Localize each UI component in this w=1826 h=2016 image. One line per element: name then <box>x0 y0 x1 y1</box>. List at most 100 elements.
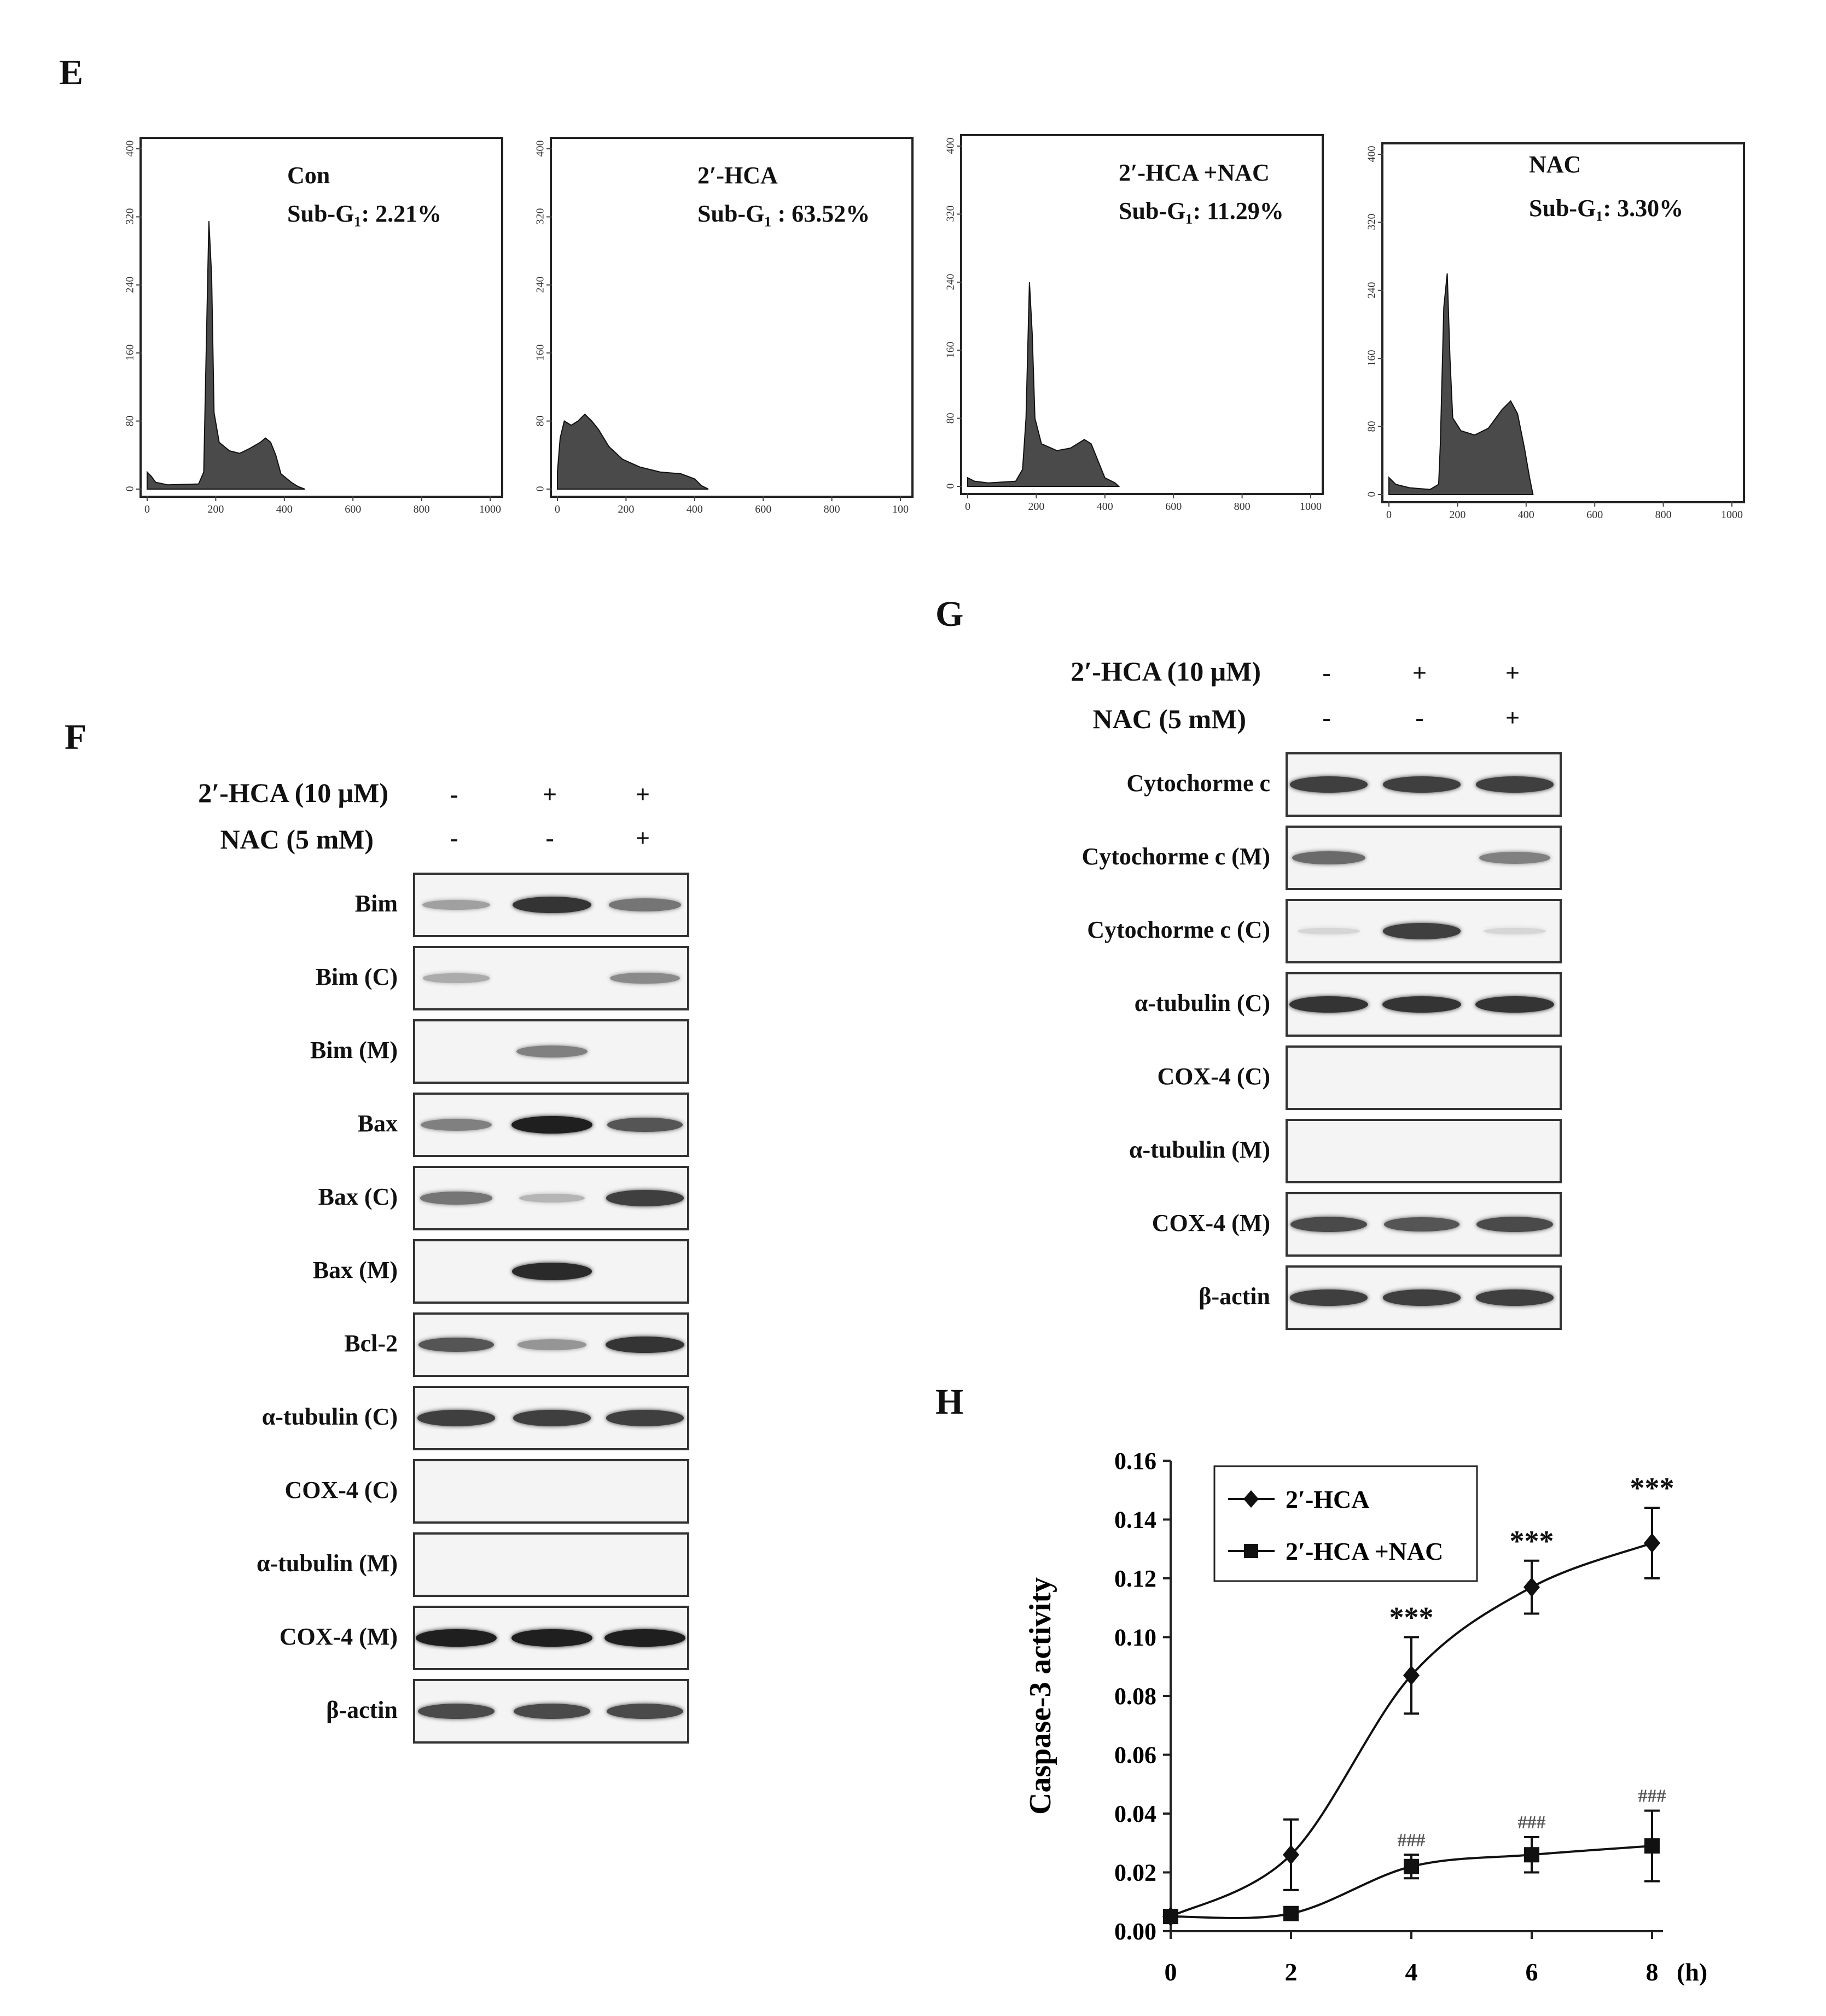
blot-band <box>1290 776 1368 793</box>
significance-annotation: *** <box>1630 1472 1674 1504</box>
histogram-condition-label: 2′-HCA <box>697 162 778 189</box>
blot-row-label: Cytochorme c <box>1126 770 1270 797</box>
histogram-x-tick: 0 <box>965 501 970 513</box>
histogram-x-tick: 800 <box>413 503 430 515</box>
histogram-y-tick: 160 <box>534 344 546 361</box>
histogram-y-tick: 80 <box>944 413 957 424</box>
panel-label-h: H <box>935 1382 964 1422</box>
blot-band <box>418 1704 495 1719</box>
blot-band <box>516 1045 588 1058</box>
histogram-x-tick: 1000 <box>479 503 501 515</box>
blot-strip <box>413 1459 689 1524</box>
blot-strip <box>1286 1265 1562 1330</box>
blot-row-label: β-actin <box>1199 1283 1270 1310</box>
blot-band <box>422 899 490 910</box>
histogram-y-tick: 320 <box>1365 213 1378 230</box>
histogram-4: 0 80 160 240 320 400 0 200 400 600 800 1000 NAC Sub-G… <box>1365 118 1775 533</box>
histogram-condition-label: Con <box>287 162 330 189</box>
histogram-y-tick: 0 <box>944 483 957 489</box>
blot-row-label: COX-4 (C) <box>284 1477 398 1503</box>
histogram-plot <box>957 146 1311 498</box>
histogram-x-tick: 600 <box>755 503 772 515</box>
histogram-y-tick: 80 <box>124 415 136 427</box>
x-tick-label: 0 <box>1165 1958 1177 1986</box>
blot-band <box>514 1704 590 1719</box>
blot-row-label: α-tubulin (M) <box>1129 1136 1270 1163</box>
blot-band <box>1476 1289 1554 1306</box>
histogram-y-tick: 0 <box>1365 491 1378 497</box>
histogram-2: 0 80 160 240 320 400 0 200 400 600 800 100 2′-HCA Sub… <box>533 112 944 528</box>
treatment-sign: - <box>1415 704 1424 731</box>
histogram-x-tick: 1000 <box>1300 501 1322 513</box>
blot-band <box>1383 776 1461 793</box>
histogram-frame <box>1381 142 1745 503</box>
treatment-sign: + <box>1505 659 1520 687</box>
histogram-frame <box>550 137 914 498</box>
blot-band <box>1382 996 1461 1013</box>
histogram-subg1-label: Sub-G₁: 3.30% <box>1529 195 1684 222</box>
treatment-sign: - <box>545 824 554 852</box>
blot-band <box>1298 927 1360 935</box>
treatment-sign: - <box>450 780 458 808</box>
histogram-x-tick: 1000 <box>1721 509 1743 521</box>
blot-row-label: COX-4 (M) <box>1152 1210 1270 1236</box>
blot-band <box>418 1337 494 1352</box>
blot-strip <box>1286 826 1562 890</box>
histogram-fill <box>1388 273 1534 495</box>
y-tick-label: 0.08 <box>1114 1683 1156 1710</box>
data-point-square <box>1163 1909 1178 1925</box>
blot-band <box>416 1629 497 1647</box>
histogram-x-tick: 200 <box>1028 501 1045 513</box>
blot-g-nac-label: NAC (5 mM) <box>1092 704 1246 734</box>
blot-strip <box>1286 899 1562 963</box>
blot-band <box>519 1194 585 1202</box>
blot-band <box>512 1263 592 1280</box>
treatment-sign: - <box>1322 704 1331 731</box>
panel-label-f: F <box>65 717 87 757</box>
legend-entry: 2′-HCA +NAC <box>1286 1537 1443 1565</box>
blot-row-label: α-tubulin (C) <box>261 1403 398 1430</box>
histogram-x-tick: 200 <box>207 503 224 515</box>
blot-band <box>1475 996 1554 1013</box>
histogram-plot <box>1378 154 1732 507</box>
y-tick-label: 0.12 <box>1114 1565 1156 1592</box>
significance-annotation: ### <box>1398 1830 1426 1850</box>
histogram-x-tick: 600 <box>1586 509 1603 521</box>
blot-band <box>1479 852 1550 864</box>
histogram-x-tick: 400 <box>276 503 293 515</box>
histogram-x-tick: 200 <box>618 503 635 515</box>
blot-row-label: Bax (M) <box>312 1257 398 1283</box>
blot-band <box>513 1410 591 1426</box>
y-axis-title: Caspase-3 activity <box>1024 1577 1057 1815</box>
blot-strip <box>1286 972 1562 1037</box>
blot-row-label: Bim (M) <box>310 1037 398 1064</box>
blot-strip <box>413 946 689 1010</box>
histogram-y-tick: 0 <box>124 486 136 492</box>
blot-strip <box>1286 1119 1562 1183</box>
y-tick-label: 0.02 <box>1114 1860 1156 1886</box>
histogram-x-tick: 600 <box>1165 501 1182 513</box>
blot-strip <box>413 1093 689 1157</box>
histogram-x-tick: 800 <box>1234 501 1251 513</box>
x-unit-label: (h) <box>1677 1958 1707 1986</box>
histogram-condition-label: 2′-HCA +NAC <box>1119 159 1270 186</box>
histogram-x-tick: 400 <box>1517 509 1534 521</box>
blot-strip <box>1286 752 1562 817</box>
data-point-square <box>1404 1858 1419 1874</box>
histogram-y-tick: 80 <box>534 415 546 427</box>
data-point-square <box>1644 1838 1660 1854</box>
blot-band <box>1476 1217 1553 1232</box>
x-tick-label: 4 <box>1405 1958 1418 1986</box>
blot-band <box>511 1116 592 1134</box>
histogram-x-tick: 200 <box>1449 509 1466 521</box>
histogram-frame <box>960 134 1324 495</box>
histogram-x-tick: 100 <box>892 503 909 515</box>
histogram-x-tick: 400 <box>686 503 703 515</box>
histogram-y-tick: 320 <box>944 205 957 222</box>
histogram-subg1-label: Sub-G₁ : 63.52% <box>697 200 870 227</box>
caspase-3-chart: 0.00 0.02 0.04 0.06 0.08 0.10 0.12 0.14 0.16 0 2 4 6… <box>1024 1448 1707 1986</box>
histogram-y-tick: 320 <box>534 208 546 225</box>
treatment-sign: + <box>1412 659 1427 687</box>
histogram-x-tick: 0 <box>144 503 150 515</box>
treatment-sign: + <box>635 780 650 808</box>
